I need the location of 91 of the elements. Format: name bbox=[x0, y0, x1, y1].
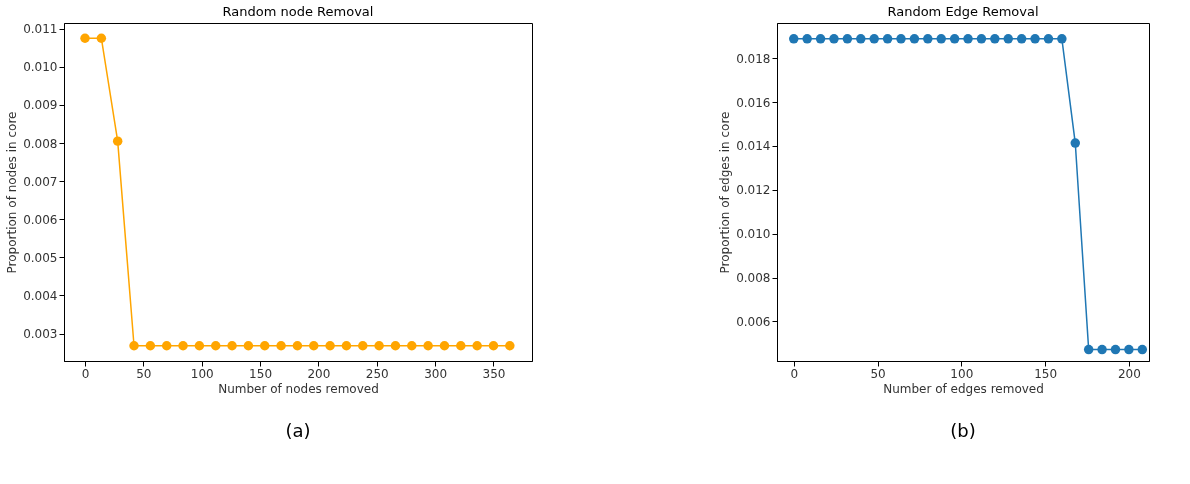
chart-title: Random Edge Removal bbox=[887, 4, 1039, 19]
point bbox=[194, 341, 205, 351]
x-tick-label: 50 bbox=[136, 366, 152, 381]
y-tick-label: 0.005 bbox=[23, 250, 58, 265]
point bbox=[456, 341, 466, 351]
y-tick-label: 0.018 bbox=[736, 51, 771, 66]
point bbox=[789, 34, 799, 44]
point bbox=[325, 341, 335, 351]
point bbox=[1003, 34, 1013, 44]
x-tick-label: 0 bbox=[790, 366, 799, 381]
point bbox=[243, 341, 254, 351]
y-tick-label: 0.006 bbox=[736, 314, 771, 329]
point bbox=[488, 341, 499, 351]
point bbox=[292, 341, 303, 351]
x-tick-label: 150 bbox=[249, 366, 273, 381]
y-axis-title: Proportion of edges in core bbox=[718, 111, 733, 274]
x-tick-label: 300 bbox=[424, 366, 448, 381]
y-tick-label: 0.010 bbox=[23, 60, 58, 75]
point bbox=[161, 341, 172, 351]
chart-title: Random node Removal bbox=[222, 3, 374, 19]
point bbox=[112, 136, 123, 146]
x-tick-label: 150 bbox=[1034, 366, 1058, 381]
point bbox=[276, 341, 286, 351]
point bbox=[1043, 34, 1054, 44]
point bbox=[909, 34, 920, 44]
point bbox=[1083, 344, 1094, 355]
point bbox=[423, 341, 433, 351]
y-tick-label: 0.012 bbox=[736, 183, 771, 198]
point bbox=[842, 34, 853, 44]
y-tick-label: 0.016 bbox=[736, 95, 771, 110]
point bbox=[1124, 344, 1134, 355]
point bbox=[80, 33, 90, 43]
x-tick-label: 200 bbox=[307, 366, 331, 381]
x-tick-label: 50 bbox=[870, 366, 886, 381]
point bbox=[1057, 34, 1067, 44]
point bbox=[1097, 344, 1107, 355]
point bbox=[260, 341, 270, 351]
point bbox=[976, 34, 987, 44]
y-tick-label: 0.006 bbox=[23, 212, 58, 227]
text: (a) bbox=[285, 420, 311, 441]
y-tick-label: 0.004 bbox=[23, 288, 58, 303]
point bbox=[439, 341, 450, 351]
x-tick-label: 350 bbox=[482, 366, 506, 381]
point bbox=[178, 341, 188, 351]
point bbox=[882, 34, 893, 44]
point bbox=[129, 341, 139, 351]
point bbox=[374, 341, 384, 351]
point bbox=[963, 34, 973, 44]
point bbox=[829, 34, 839, 44]
y-tick-label: 0.009 bbox=[23, 98, 58, 113]
point bbox=[1030, 34, 1040, 44]
point bbox=[1137, 344, 1148, 355]
y-tick-label: 0.010 bbox=[736, 227, 771, 242]
x-tick-label: 200 bbox=[1117, 366, 1141, 381]
point bbox=[949, 34, 960, 44]
point bbox=[1016, 34, 1027, 44]
point bbox=[856, 34, 866, 44]
point bbox=[869, 34, 879, 44]
y-tick-label: 0.008 bbox=[736, 271, 771, 286]
x-axis-title: Number of edges removed bbox=[883, 381, 1044, 396]
point bbox=[210, 341, 221, 351]
point bbox=[896, 34, 906, 44]
point bbox=[1070, 138, 1081, 148]
point bbox=[990, 34, 1000, 44]
point bbox=[145, 341, 156, 351]
point bbox=[341, 341, 352, 351]
y-tick-label: 0.014 bbox=[736, 139, 771, 154]
point bbox=[802, 34, 812, 44]
point bbox=[358, 341, 368, 351]
y-tick-label: 0.003 bbox=[23, 327, 58, 342]
point bbox=[472, 341, 482, 351]
text: (b) bbox=[950, 420, 976, 441]
point bbox=[936, 34, 946, 44]
x-tick-label: 100 bbox=[950, 366, 974, 381]
point bbox=[227, 341, 237, 351]
point bbox=[390, 341, 401, 351]
point bbox=[1110, 344, 1121, 355]
point bbox=[923, 34, 933, 44]
y-tick-label: 0.007 bbox=[23, 174, 58, 189]
point bbox=[96, 33, 107, 43]
x-tick-label: 0 bbox=[81, 366, 90, 381]
x-axis-title: Number of nodes removed bbox=[218, 381, 379, 396]
point bbox=[407, 341, 417, 351]
x-tick-label: 250 bbox=[365, 366, 389, 381]
point bbox=[309, 341, 319, 351]
point bbox=[505, 341, 515, 351]
x-tick-label: 100 bbox=[190, 366, 214, 381]
y-tick-label: 0.008 bbox=[23, 136, 58, 151]
point bbox=[815, 34, 826, 44]
y-axis-title: Proportion of nodes in core bbox=[5, 111, 20, 274]
y-tick-label: 0.011 bbox=[23, 22, 58, 37]
